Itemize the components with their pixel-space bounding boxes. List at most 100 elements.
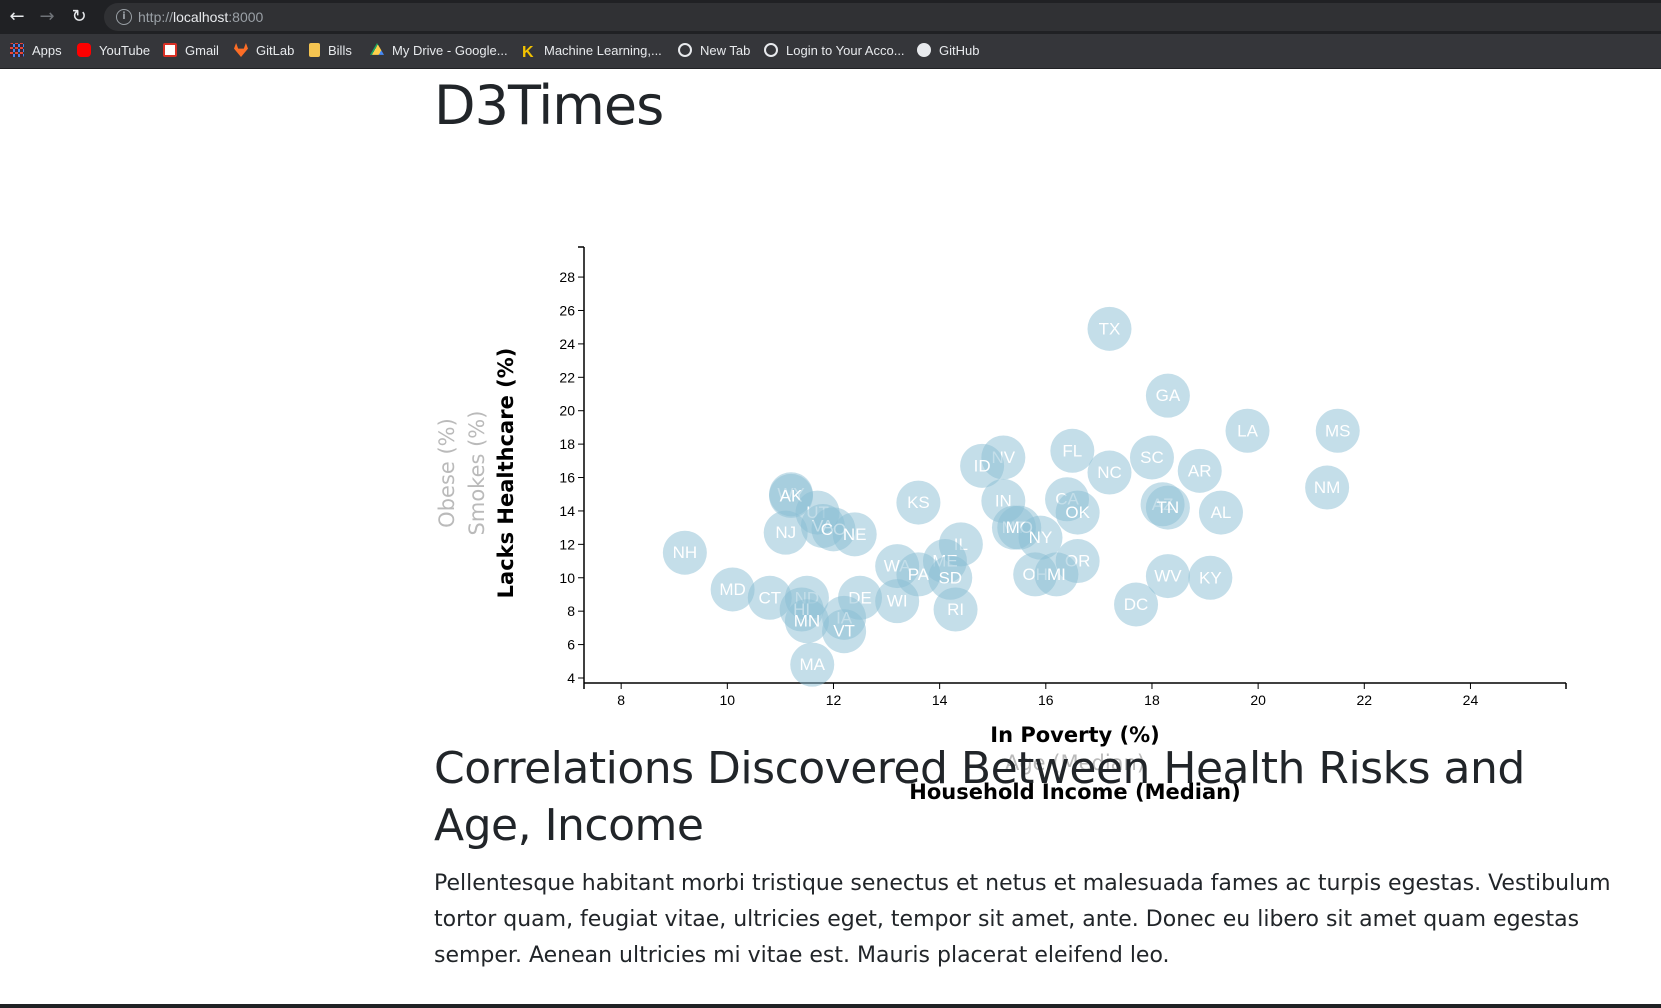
state-marker[interactable] (1114, 582, 1159, 627)
bookmark-login[interactable]: Login to Your Acco... (764, 42, 905, 60)
state-marker[interactable] (790, 642, 835, 687)
state-marker[interactable] (832, 512, 877, 557)
x-tick: 8 (617, 683, 625, 708)
y-tick: 28 (559, 269, 584, 285)
url-text[interactable]: http://localhost:8000 (138, 9, 264, 25)
y-axis-label-obese[interactable]: Obese (%) (435, 418, 459, 528)
state-label: IN (995, 491, 1012, 510)
bookmark-bills[interactable]: Bills (309, 42, 352, 60)
state-label: TN (1157, 498, 1180, 517)
bookmark-machine-learning[interactable]: K Machine Learning,... (522, 43, 662, 61)
state-point: ID (960, 443, 1005, 488)
state-label: CT (758, 588, 781, 607)
state-label: WV (1154, 567, 1182, 586)
bookmark-new-tab[interactable]: New Tab (678, 42, 750, 60)
state-marker[interactable] (1034, 552, 1079, 597)
address-bar[interactable]: i http://localhost:8000 (104, 3, 1661, 31)
state-marker[interactable] (763, 510, 808, 555)
state-marker[interactable] (1055, 490, 1100, 535)
x-axis-label-poverty[interactable]: In Poverty (%) (990, 723, 1159, 747)
gitlab-icon (234, 43, 248, 57)
kaggle-icon: K (522, 44, 534, 61)
y-tick: 18 (559, 436, 584, 452)
bookmark-apps[interactable]: Apps (10, 42, 62, 60)
x-tick-label: 24 (1463, 692, 1479, 708)
bookmark-gmail[interactable]: Gmail (163, 42, 219, 60)
state-marker[interactable] (896, 480, 941, 525)
x-tick-label: 22 (1357, 692, 1373, 708)
state-point: OK (1055, 490, 1100, 535)
state-marker[interactable] (662, 530, 707, 575)
info-icon[interactable]: i (116, 9, 132, 25)
state-point: MN (784, 599, 829, 644)
y-tick-label: 4 (567, 670, 575, 686)
state-marker[interactable] (1087, 450, 1132, 495)
state-marker[interactable] (1315, 408, 1360, 453)
y-tick-label: 28 (559, 269, 575, 285)
y-tick: 6 (567, 637, 584, 653)
state-marker[interactable] (1198, 490, 1243, 535)
state-marker[interactable] (960, 443, 1005, 488)
state-marker[interactable] (1087, 306, 1132, 351)
forward-arrow-icon[interactable]: → (39, 6, 55, 27)
state-label: RI (947, 600, 964, 619)
state-marker[interactable] (1018, 515, 1063, 560)
state-label: MS (1325, 421, 1351, 440)
state-point: RI (933, 587, 978, 632)
state-label: NH (673, 543, 698, 562)
x-tick: 16 (1038, 683, 1054, 708)
state-label: SC (1140, 448, 1164, 467)
state-marker[interactable] (1145, 485, 1190, 530)
state-label: GA (1156, 386, 1181, 405)
y-tick-label: 10 (559, 570, 575, 586)
state-marker[interactable] (1145, 373, 1190, 418)
state-point: KS (896, 480, 941, 525)
y-axis-label-smokes[interactable]: Smokes (%) (465, 411, 489, 536)
state-label: TX (1099, 319, 1121, 338)
page-title: D3Times (434, 74, 664, 137)
globe-icon (764, 43, 778, 57)
x-axis-label-age[interactable]: Age (Median) (1005, 751, 1145, 775)
state-marker[interactable] (1050, 428, 1095, 473)
state-point: VT (822, 609, 867, 654)
x-tick-label: 16 (1038, 692, 1054, 708)
y-axis-label-healthcare[interactable]: Lacks Healthcare (%) (494, 348, 518, 599)
bookmark-youtube[interactable]: YouTube (77, 42, 150, 60)
back-arrow-icon[interactable]: ← (9, 6, 25, 27)
state-marker[interactable] (822, 609, 867, 654)
state-point: GA (1145, 373, 1190, 418)
state-marker[interactable] (1225, 408, 1270, 453)
bookmark-github[interactable]: GitHub (917, 42, 979, 60)
scatter-chart: 8 10 12 14 16 18 20 22 24 4 6 8 10 12 14 16 18 20 22 24 26 28… (435, 246, 1567, 804)
x-tick-label: 12 (826, 692, 842, 708)
y-tick-label: 20 (559, 403, 575, 419)
x-tick: 20 (1250, 683, 1266, 708)
state-label: FL (1062, 441, 1082, 460)
y-tick-label: 22 (559, 369, 575, 385)
x-axis-label-income[interactable]: Household Income (Median) (909, 780, 1240, 804)
reload-icon[interactable]: ↻ (71, 6, 87, 27)
state-marker[interactable] (933, 587, 978, 632)
state-label: WI (887, 592, 908, 611)
state-point: NY (1018, 515, 1063, 560)
state-marker[interactable] (1188, 555, 1233, 600)
x-tick-label: 10 (720, 692, 736, 708)
state-marker[interactable] (1177, 448, 1222, 493)
x-tick-label: 8 (617, 692, 625, 708)
x-tick-label: 18 (1144, 692, 1160, 708)
y-tick-label: 8 (567, 603, 575, 619)
state-marker[interactable] (1129, 435, 1174, 480)
y-tick: 14 (559, 503, 584, 519)
state-marker[interactable] (784, 599, 829, 644)
y-tick: 24 (559, 336, 584, 352)
bookmark-gitlab[interactable]: GitLab (234, 42, 294, 60)
state-point: TN (1145, 485, 1190, 530)
bookmarks-bar: Apps YouTube Gmail GitLab Bills My Drive… (0, 34, 1661, 69)
state-label: VT (833, 622, 855, 641)
state-marker[interactable] (1305, 465, 1350, 510)
state-marker[interactable] (875, 579, 920, 624)
y-tick: 8 (567, 603, 584, 619)
state-marker[interactable] (710, 567, 755, 612)
bookmark-google-drive[interactable]: My Drive - Google... (370, 42, 508, 60)
state-marker[interactable] (1145, 554, 1190, 599)
